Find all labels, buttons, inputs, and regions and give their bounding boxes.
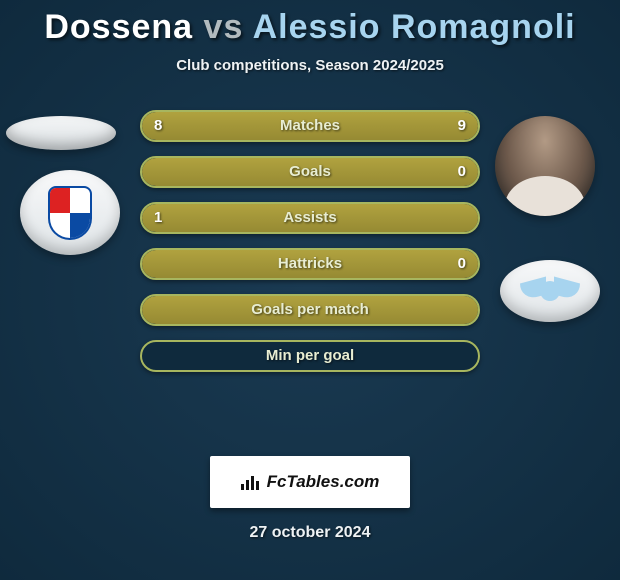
stat-label: Goals <box>142 158 478 186</box>
footer-date: 27 october 2024 <box>0 524 620 542</box>
player-b-avatar <box>495 116 595 216</box>
stat-label: Min per goal <box>142 342 478 370</box>
stat-label: Assists <box>142 204 478 232</box>
stat-row-matches: Matches8 9 <box>140 110 480 142</box>
player-b-name: Alessio Romagnoli <box>253 8 576 46</box>
stats-bars: Matches89Goals0Assists1Hattricks0Goals p… <box>140 110 480 386</box>
stat-value-left: 1 <box>142 204 174 232</box>
brand-text: FcTables.com <box>267 472 380 492</box>
player-a-club-badge <box>20 170 120 255</box>
stat-row-hattricks: Hattricks0 <box>140 248 480 280</box>
comparison-arena: Matches89Goals0Assists1Hattricks0Goals p… <box>0 110 620 450</box>
stat-label: Goals per match <box>142 296 478 324</box>
comparison-title: Dossena vs Alessio Romagnoli <box>0 0 620 47</box>
stat-value-right: 0 <box>446 158 478 186</box>
stat-row-goals-per-match: Goals per match <box>140 294 480 326</box>
stat-row-goals: Goals0 <box>140 156 480 188</box>
stat-value-right: 9 <box>446 112 478 140</box>
stat-row-min-per-goal: Min per goal <box>140 340 480 372</box>
como-badge-icon <box>48 186 92 240</box>
stat-label: Hattricks <box>142 250 478 278</box>
player-a-name: Dossena <box>44 8 193 46</box>
brand-chart-icon <box>241 474 261 490</box>
stat-value-right: 0 <box>446 250 478 278</box>
player-a-avatar <box>6 116 116 150</box>
stat-value-left: 8 <box>142 112 174 140</box>
stat-row-assists: Assists1 <box>140 202 480 234</box>
brand-badge: FcTables.com <box>210 456 410 508</box>
stat-label: Matches <box>142 112 478 140</box>
lazio-badge-icon <box>520 268 580 314</box>
vs-text: vs <box>204 8 244 46</box>
player-b-club-badge <box>500 260 600 322</box>
subtitle: Club competitions, Season 2024/2025 <box>0 57 620 74</box>
